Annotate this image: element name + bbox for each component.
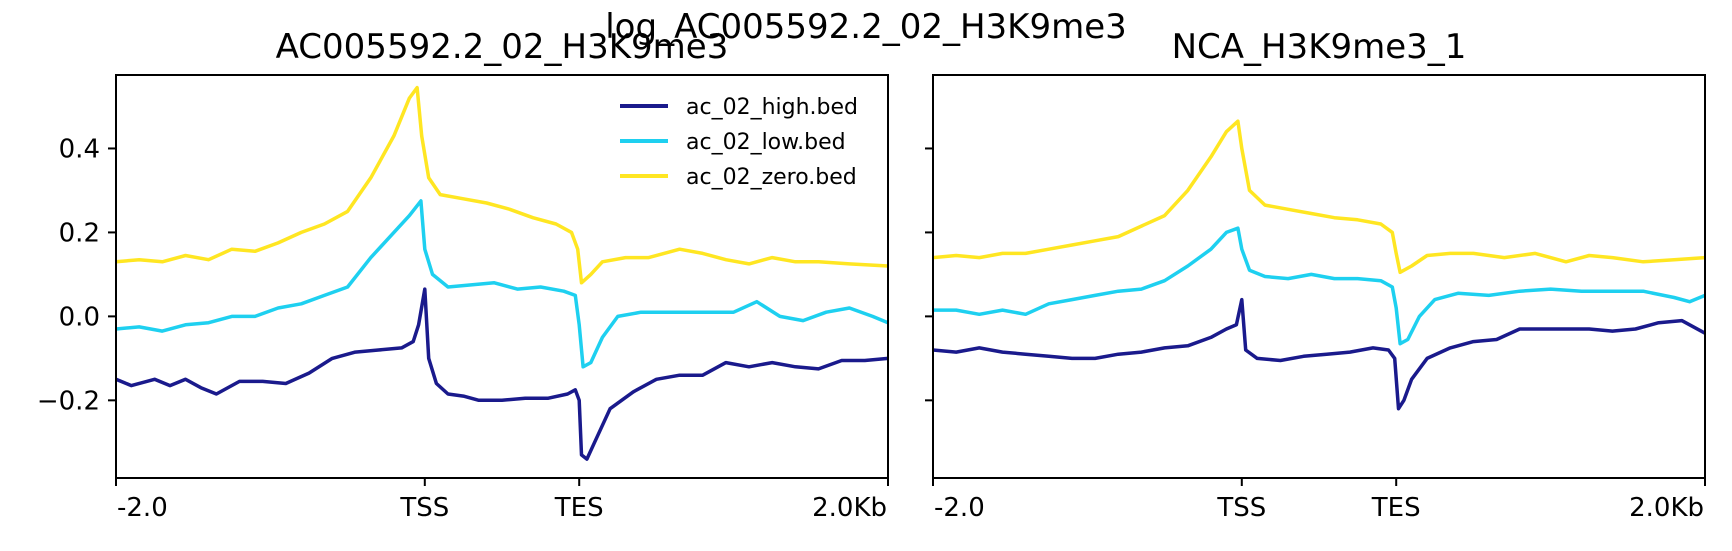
x-tick-label: 2.0Kb [812, 493, 887, 523]
x-tick-label: 2.0Kb [1629, 493, 1704, 523]
chart-title: NCA_H3K9me3_1 [1172, 27, 1467, 67]
series-line-ac-02-high-bed [932, 297, 1706, 411]
y-tick-label: 0.4 [59, 134, 100, 164]
legend-label: ac_02_zero.bed [686, 165, 857, 190]
plot-frame [115, 74, 889, 479]
series-line-ac-02-zero-bed [932, 119, 1706, 275]
y-tick-label: −0.2 [37, 386, 100, 416]
x-tick-label: TSS [399, 493, 449, 523]
chart-title: AC005592.2_02_H3K9me3 [276, 27, 729, 67]
series-line-ac-02-low-bed [933, 226, 1706, 346]
x-tick-label: -2.0 [117, 493, 168, 523]
legend-label: ac_02_high.bed [686, 95, 858, 120]
x-tick-label: TSS [1216, 493, 1266, 523]
chart-legend: ac_02_high.bed ac_02_low.bed ac_02_zero.be… [620, 95, 858, 190]
y-tick-label: 0.2 [59, 218, 100, 248]
series-line-ac-02-high-bed [115, 287, 889, 461]
x-tick-label: TES [1371, 493, 1421, 523]
y-tick-label: 0.0 [59, 302, 100, 332]
x-tick-label: TES [554, 493, 604, 523]
figure-suptitle: log_AC005592.2_02_H3K9me3 [605, 7, 1127, 47]
chart-panel-right: NCA_H3K9me3_1 -2.0 TSS TES 2.0Kb [925, 27, 1706, 523]
x-tick-label: -2.0 [934, 493, 985, 523]
chart-panel-left: AC005592.2_02_H3K9me3 -2.0 TSS TES 2.0Kb −0.2… [37, 27, 889, 523]
series-line-ac-02-zero-bed [115, 85, 889, 285]
plot-frame [932, 74, 1706, 479]
legend-label: ac_02_low.bed [686, 130, 846, 155]
series-line-ac-02-low-bed [115, 199, 889, 369]
